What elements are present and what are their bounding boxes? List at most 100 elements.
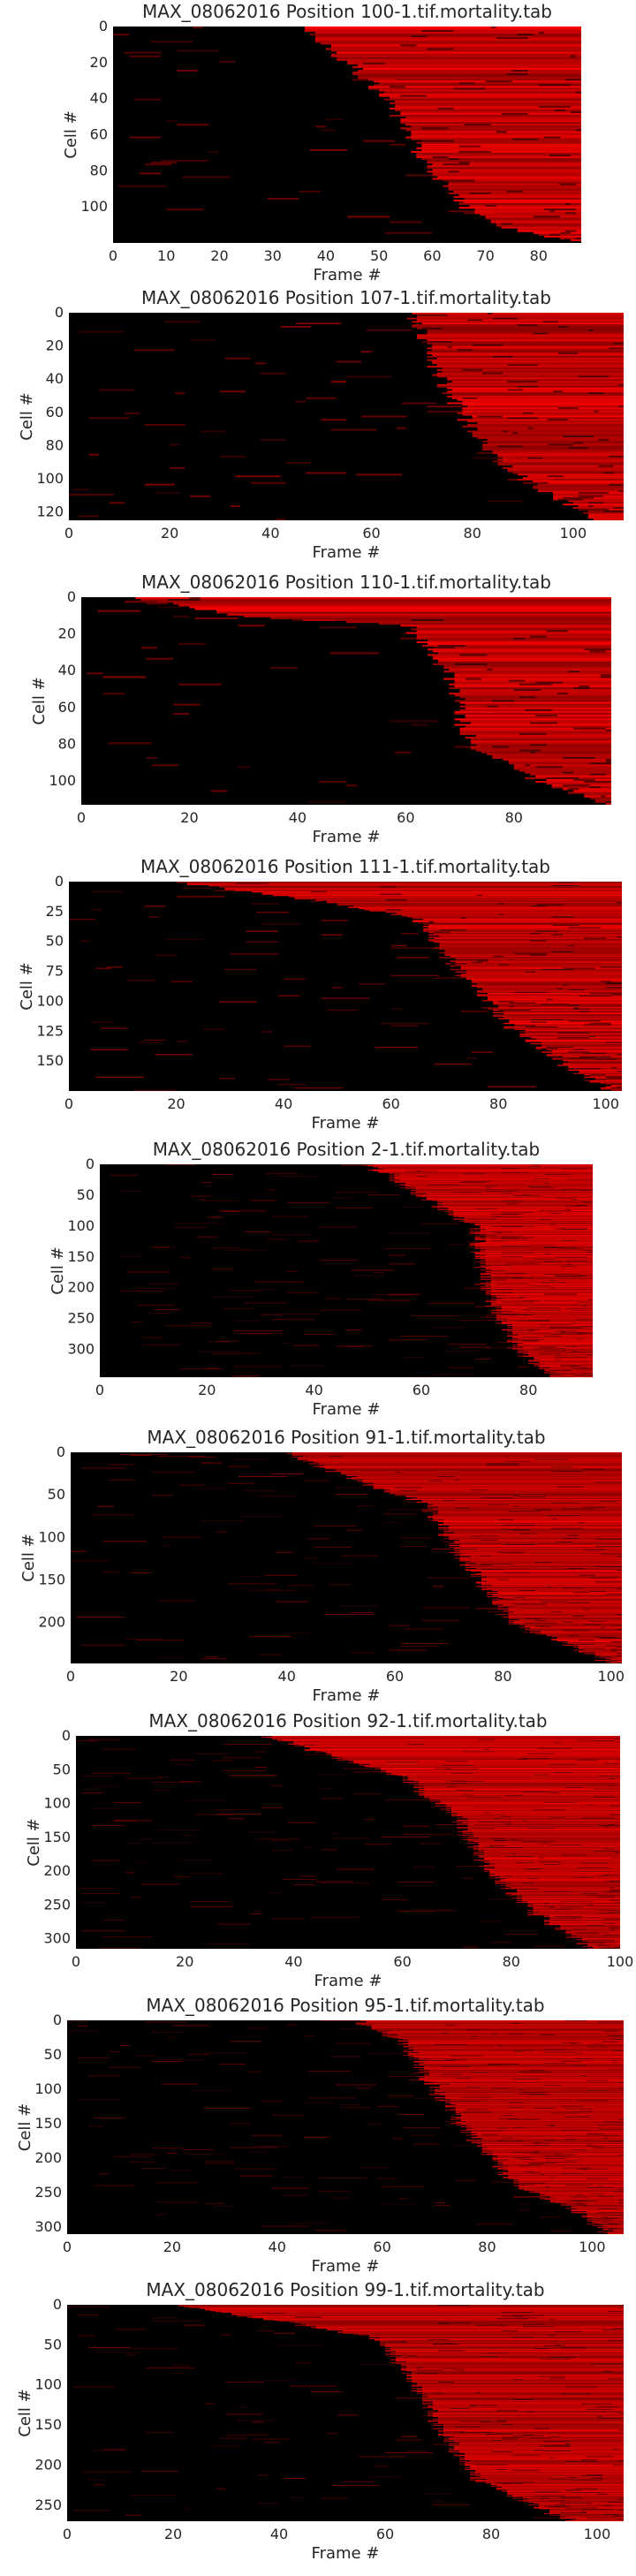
heatmap-gap-segment — [602, 2227, 619, 2229]
heatmap-noise-segment — [78, 2335, 94, 2337]
heatmap-dead-segment — [462, 1822, 620, 1823]
heatmap-dead-segment — [490, 1272, 593, 1274]
heatmap-dead-segment — [427, 330, 624, 333]
x-tick-label: 40 — [261, 525, 279, 542]
heatmap-gap-segment — [406, 2355, 417, 2357]
heatmap-gap-segment — [579, 1522, 585, 1523]
heatmap-noise-segment — [294, 1087, 343, 1089]
heatmap-dead-segment — [492, 2160, 624, 2162]
heatmap-noise-segment — [254, 1281, 304, 1283]
heatmap-gap-segment — [557, 352, 579, 354]
heatmap-dead-segment — [406, 2375, 624, 2376]
heatmap-noise-segment — [170, 466, 186, 469]
heatmap-noise-segment — [174, 1223, 223, 1224]
heatmap-gap-segment — [603, 1947, 620, 1949]
heatmap-gap-segment — [528, 2411, 534, 2413]
heatmap-noise-segment — [319, 780, 346, 784]
heatmap-gap-segment — [458, 82, 475, 85]
y-tick-label: 200 — [67, 1279, 95, 1296]
heatmap-dead-segment — [413, 2055, 624, 2057]
y-tick-label: 100 — [34, 2080, 62, 2097]
heatmap-cells — [113, 27, 581, 241]
heatmap-noise-segment — [290, 2496, 306, 2498]
heatmap-dead-segment — [362, 1481, 622, 1482]
heatmap-noise-segment — [238, 766, 249, 769]
heatmap-dead-segment — [412, 2374, 624, 2375]
heatmap-gap-segment — [560, 2042, 582, 2043]
heatmap-dead-segment — [471, 2127, 624, 2129]
heatmap-gap-segment — [498, 913, 504, 915]
heatmap-dead-segment — [538, 1911, 620, 1913]
heatmap-dead-segment — [438, 1506, 622, 1508]
heatmap-dead-segment — [474, 1222, 593, 1224]
heatmap-dead-segment — [466, 978, 622, 981]
heatmap-dead-segment — [437, 1201, 593, 1203]
heatmap-dead-segment — [512, 1348, 593, 1350]
heatmap-gap-segment — [535, 1625, 552, 1627]
heatmap-dead-segment — [524, 1629, 622, 1631]
heatmap-dead-segment — [512, 1332, 593, 1334]
heatmap-gap-segment — [492, 355, 513, 358]
heatmap-dead-segment — [473, 1833, 620, 1835]
heatmap-dead-segment — [444, 963, 622, 965]
heatmap-gap-segment — [503, 2165, 509, 2167]
heatmap-gap-segment — [571, 1322, 577, 1324]
heatmap-dead-segment — [509, 1020, 622, 1022]
heatmap-noise-segment — [217, 1210, 267, 1212]
heatmap-noise-segment — [140, 2168, 167, 2169]
heatmap-dead-segment — [459, 2460, 624, 2462]
heatmap-gap-segment — [609, 1784, 615, 1786]
y-tick-label: 0 — [67, 588, 76, 605]
heatmap-dead-segment — [486, 2482, 624, 2484]
heatmap-dead-segment — [508, 1616, 622, 1617]
heatmap-dead-segment — [459, 1544, 622, 1546]
heatmap-dead-segment — [487, 1580, 622, 1582]
heatmap-noise-segment — [140, 172, 162, 175]
heatmap-gap-segment — [512, 1339, 545, 1341]
heatmap-noise-segment — [255, 362, 266, 365]
heatmap-dead-segment — [419, 1788, 620, 1790]
heatmap-gap-segment — [466, 2029, 482, 2030]
heatmap-dead-segment — [427, 1507, 622, 1509]
heatmap-gap-segment — [584, 1506, 606, 1508]
heatmap-noise-segment — [243, 1490, 276, 1492]
heatmap-dead-segment — [551, 1636, 622, 1638]
heatmap-gap-segment — [560, 2347, 587, 2348]
heatmap-dead-segment — [427, 648, 611, 651]
heatmap-dead-segment — [279, 2321, 624, 2322]
heatmap-noise-segment — [203, 2163, 236, 2164]
heatmap-dead-segment — [537, 483, 624, 486]
heatmap-gap-segment — [490, 1292, 513, 1294]
heatmap-noise-segment — [193, 27, 204, 29]
heatmap-noise-segment — [266, 1239, 288, 1240]
heatmap-noise-segment — [450, 2145, 472, 2147]
heatmap-gap-segment — [616, 1653, 622, 1655]
heatmap-dead-segment — [485, 1287, 593, 1289]
heatmap-dead-segment — [485, 1271, 593, 1273]
heatmap-gap-segment — [544, 1336, 561, 1337]
heatmap-noise-segment — [255, 1751, 267, 1753]
heatmap-gap-segment — [534, 2151, 540, 2153]
heatmap-dead-segment — [415, 1188, 593, 1190]
heatmap-dead-segment — [516, 1902, 620, 1904]
heatmap-gap-segment — [424, 2060, 456, 2062]
heatmap-dead-segment — [562, 788, 611, 791]
heatmap-dead-segment — [519, 2179, 624, 2181]
heatmap-dead-segment — [444, 2096, 624, 2098]
heatmap-dead-segment — [352, 65, 581, 68]
heatmap-gap-segment — [557, 1037, 590, 1039]
heatmap-noise-segment — [88, 453, 100, 456]
heatmap-dead-segment — [420, 1195, 593, 1197]
heatmap-dead-segment — [454, 676, 611, 678]
heatmap-dead-segment — [412, 2384, 624, 2386]
heatmap-gap-segment — [589, 1035, 595, 1038]
x-tick-label: 100 — [579, 2239, 606, 2255]
heatmap-dead-segment — [315, 899, 622, 901]
heatmap-dead-segment — [571, 2207, 624, 2209]
heatmap-noise-segment — [178, 1484, 206, 1486]
heatmap-gap-segment — [400, 1490, 417, 1492]
heatmap-gap-segment — [613, 2050, 624, 2052]
heatmap-gap-segment — [544, 2158, 566, 2159]
heatmap-gap-segment — [167, 599, 201, 602]
y-tick-label: 125 — [36, 1022, 64, 1039]
